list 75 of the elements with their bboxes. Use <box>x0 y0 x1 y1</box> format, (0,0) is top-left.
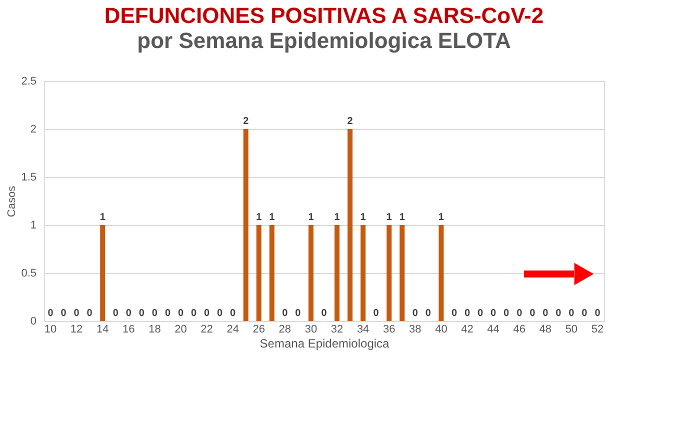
data-label: 0 <box>48 308 54 319</box>
data-label: 0 <box>204 308 210 319</box>
data-label: 0 <box>504 308 510 319</box>
y-tick-label: 2.5 <box>21 76 36 88</box>
x-tick-label: 50 <box>565 324 578 336</box>
data-label: 0 <box>556 308 562 319</box>
data-label: 0 <box>74 308 80 319</box>
data-label: 0 <box>582 308 588 319</box>
x-tick-label: 44 <box>487 324 500 336</box>
data-label: 0 <box>412 308 418 319</box>
data-label: 1 <box>360 212 366 223</box>
data-label: 0 <box>516 308 523 319</box>
y-tick-label: 0 <box>30 316 36 328</box>
y-tick-label: 2 <box>30 124 36 136</box>
data-label: 0 <box>86 308 93 319</box>
data-label: 0 <box>295 308 302 319</box>
x-tick-label: 24 <box>226 324 239 336</box>
data-label: 0 <box>126 308 132 319</box>
data-label: 0 <box>568 308 575 319</box>
data-label: 1 <box>100 212 106 223</box>
data-label: 0 <box>490 308 497 319</box>
data-label: 0 <box>425 308 432 319</box>
x-tick-label: 12 <box>70 324 83 336</box>
data-label: 0 <box>594 308 601 319</box>
data-label: 0 <box>530 308 536 319</box>
data-label: 0 <box>282 308 288 319</box>
data-label: 2 <box>243 116 250 127</box>
data-label: 1 <box>256 212 262 223</box>
data-label: 0 <box>464 308 470 319</box>
y-tick-label: 1.5 <box>21 172 36 184</box>
x-tick-label: 34 <box>356 324 370 336</box>
data-label: 0 <box>112 308 119 319</box>
y-axis-title: Casos <box>6 185 18 218</box>
data-label: 1 <box>269 212 276 223</box>
data-label: 0 <box>230 308 236 319</box>
x-tick-label: 10 <box>44 324 57 336</box>
x-tick-label: 46 <box>513 324 526 336</box>
data-label: 0 <box>321 308 328 319</box>
chart-subtitle: por Semana Epidemiologica ELOTA <box>137 28 511 53</box>
data-label: 0 <box>217 308 224 319</box>
data-label: 1 <box>438 212 444 223</box>
data-label: 0 <box>164 308 171 319</box>
x-tick-label: 36 <box>382 324 396 336</box>
data-label: 1 <box>308 212 314 223</box>
x-tick-label: 42 <box>461 324 474 336</box>
data-label: 0 <box>451 308 458 319</box>
data-label: 0 <box>478 308 484 319</box>
data-label: 0 <box>60 308 67 319</box>
data-label: 1 <box>399 212 406 223</box>
x-tick-label: 18 <box>148 324 161 336</box>
x-tick-label: 20 <box>174 324 187 336</box>
x-tick-label: 14 <box>96 324 109 336</box>
data-label: 0 <box>138 308 145 319</box>
data-label: 0 <box>178 308 184 319</box>
x-tick-label: 38 <box>409 324 422 336</box>
data-label: 0 <box>542 308 549 319</box>
chart-title: DEFUNCIONES POSITIVAS A SARS-CoV-2 <box>104 3 544 28</box>
x-tick-label: 26 <box>252 324 266 336</box>
x-tick-label: 22 <box>200 324 213 336</box>
x-tick-label: 40 <box>435 324 448 336</box>
data-label: 1 <box>386 212 392 223</box>
x-axis-title: Semana Epidemiologica <box>260 336 390 350</box>
x-tick-label: 52 <box>591 324 604 336</box>
x-tick-label: 16 <box>122 324 135 336</box>
x-tick-label: 28 <box>278 324 292 336</box>
data-label: 2 <box>347 116 354 127</box>
y-tick-label: 1 <box>30 220 36 232</box>
data-label: 1 <box>334 212 340 223</box>
x-tick-label: 30 <box>304 324 318 336</box>
data-label: 0 <box>373 308 380 319</box>
y-tick-label: 0.5 <box>21 268 36 280</box>
x-tick-label: 32 <box>330 324 344 336</box>
data-label: 0 <box>190 308 197 319</box>
data-label: 0 <box>152 308 158 319</box>
x-tick-label: 48 <box>539 324 552 336</box>
